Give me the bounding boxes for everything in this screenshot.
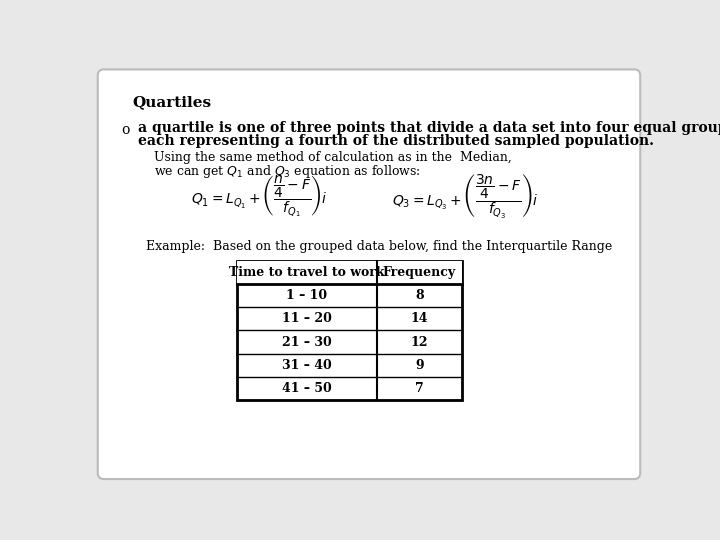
Text: 14: 14 xyxy=(410,313,428,326)
Text: $Q_1 = L_{Q_1} + \left(\dfrac{\dfrac{n}{4} - F}{f_{Q_1}}\right)i$: $Q_1 = L_{Q_1} + \left(\dfrac{\dfrac{n}{… xyxy=(191,173,327,219)
Text: 12: 12 xyxy=(410,335,428,348)
Text: 11 – 20: 11 – 20 xyxy=(282,313,332,326)
Text: a quartile is one of three points that divide a data set into four equal groups,: a quartile is one of three points that d… xyxy=(138,121,720,135)
Text: 41 – 50: 41 – 50 xyxy=(282,382,332,395)
FancyBboxPatch shape xyxy=(238,261,462,284)
Text: we can get $Q_1$ and $Q_3$ equation as follows:: we can get $Q_1$ and $Q_3$ equation as f… xyxy=(153,163,420,180)
FancyBboxPatch shape xyxy=(238,261,462,400)
Text: Frequency: Frequency xyxy=(383,266,456,279)
Text: $Q_3 = L_{Q_3} + \left(\dfrac{\dfrac{3n}{4} - F}{f_{Q_3}}\right)i$: $Q_3 = L_{Q_3} + \left(\dfrac{\dfrac{3n}… xyxy=(392,172,539,220)
Text: 9: 9 xyxy=(415,359,423,372)
Text: Time to travel to work: Time to travel to work xyxy=(229,266,384,279)
Text: o: o xyxy=(121,123,130,137)
Text: each representing a fourth of the distributed sampled population.: each representing a fourth of the distri… xyxy=(138,134,654,148)
FancyBboxPatch shape xyxy=(98,70,640,479)
Text: 8: 8 xyxy=(415,289,423,302)
Text: Quartiles: Quartiles xyxy=(132,96,212,110)
Text: Using the same method of calculation as in the  Median,: Using the same method of calculation as … xyxy=(153,151,511,164)
Text: Example:  Based on the grouped data below, find the Interquartile Range: Example: Based on the grouped data below… xyxy=(145,240,612,253)
Text: 7: 7 xyxy=(415,382,424,395)
Text: 21 – 30: 21 – 30 xyxy=(282,335,332,348)
Text: 1 – 10: 1 – 10 xyxy=(287,289,328,302)
Text: 31 – 40: 31 – 40 xyxy=(282,359,332,372)
